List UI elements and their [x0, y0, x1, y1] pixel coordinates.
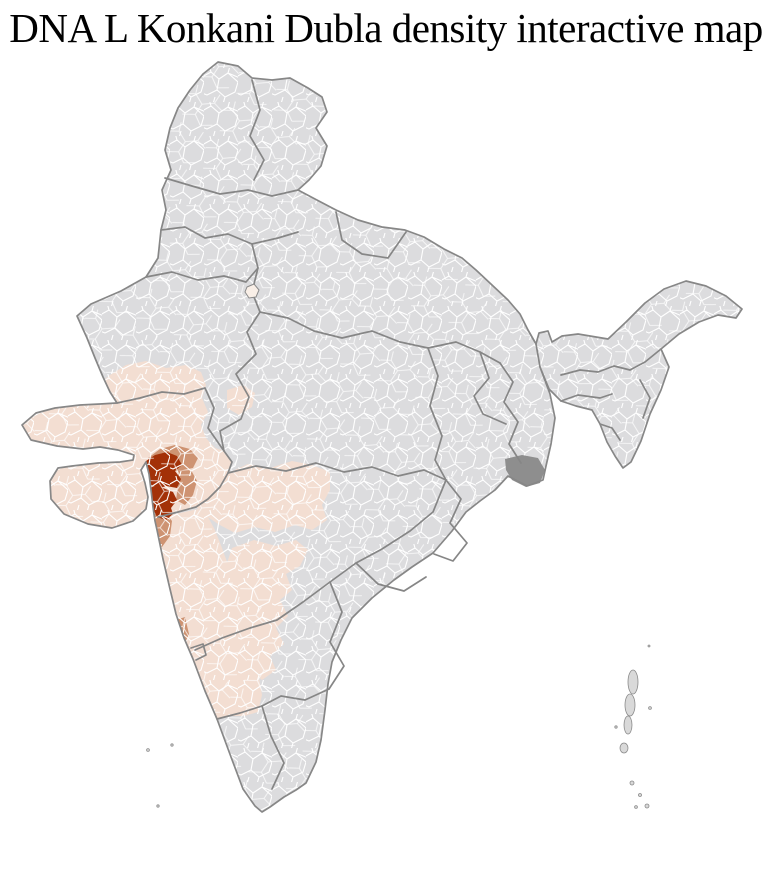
border-up-mp — [259, 311, 501, 364]
border-ladakh — [249, 79, 265, 181]
nicobar-dot-2[interactable] — [644, 803, 650, 809]
border-assam-arunachal — [560, 348, 662, 376]
island-dot-2[interactable] — [614, 725, 618, 729]
lakshadweep-dot-2[interactable] — [170, 743, 174, 747]
border-gujarat-rajasthan — [116, 387, 225, 452]
andaman-nicobar-islands[interactable] — [614, 644, 652, 809]
border-hp-punjab — [160, 226, 299, 245]
lakshadweep-dot-3[interactable] — [156, 804, 160, 808]
border-mp-chhattisgarh — [427, 347, 447, 481]
island-dot-3[interactable] — [647, 644, 651, 648]
andaman-island-south[interactable] — [623, 715, 633, 735]
border-mp-maharashtra — [227, 462, 447, 481]
delhi-district[interactable] — [244, 283, 260, 299]
border-nagaland-manipur — [639, 379, 651, 419]
border-meghalaya — [560, 393, 613, 402]
car-nicobar-island[interactable] — [629, 780, 635, 786]
border-chhattisgarh-odisha — [433, 479, 468, 562]
border-karnataka-ap — [328, 581, 345, 690]
page-title: DNA L Konkani Dubla density interactive … — [9, 5, 763, 51]
border-gujarat-maharashtra — [157, 450, 233, 518]
border-goa — [190, 643, 207, 661]
border-up-bihar — [473, 351, 507, 425]
state-borders — [116, 79, 662, 790]
border-bihar-jharkhand-wb — [499, 362, 522, 464]
lakshadweep-islands[interactable] — [146, 743, 174, 808]
little-andaman-island[interactable] — [619, 742, 629, 754]
border-hp-uttarakhand — [335, 211, 407, 259]
border-tripura-mizoram — [599, 423, 621, 441]
india-map-layers — [21, 61, 743, 813]
andaman-island-north[interactable] — [627, 669, 639, 695]
nicobar-dot-1[interactable] — [638, 793, 642, 797]
border-karnataka-kerala — [216, 705, 263, 720]
border-jk-south — [164, 177, 299, 197]
border-karnataka-tn-kerala — [261, 688, 330, 707]
nicobar-dot-3[interactable] — [634, 805, 638, 809]
border-telangana-ap — [355, 562, 427, 592]
border-kerala-tn — [261, 705, 285, 790]
island-dot-1[interactable] — [648, 706, 652, 710]
lakshadweep-dot-1[interactable] — [146, 748, 150, 752]
border-rajasthan-mp — [219, 311, 261, 452]
andaman-island-middle[interactable] — [624, 693, 636, 717]
